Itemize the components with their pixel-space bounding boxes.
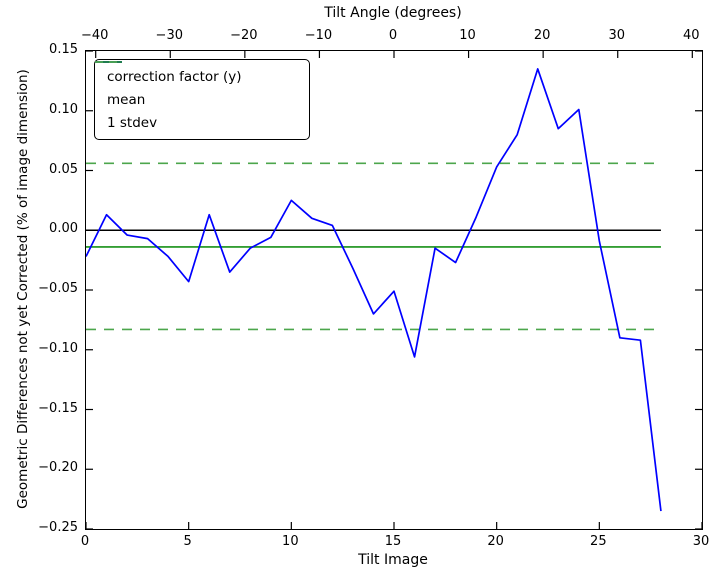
legend-label: 1 stdev (107, 114, 158, 131)
legend-dashed-line-icon (95, 61, 122, 63)
x-tick-label: 10 (282, 534, 299, 549)
top-tick-label: 30 (608, 28, 625, 43)
y-tick-label: −0.05 (38, 281, 78, 296)
x-tick-label: 30 (692, 534, 710, 549)
top-tick-label: −20 (230, 28, 258, 43)
y-tick-label: −0.10 (38, 340, 78, 356)
top-tick-label: 20 (533, 28, 551, 43)
legend: correction factor (y) mean 1 stdev (94, 59, 310, 140)
top-tick-label: 40 (683, 28, 700, 43)
x-tick-label: 0 (80, 534, 90, 549)
legend-label: correction factor (y) (107, 68, 242, 85)
y-tick-label: −0.15 (38, 400, 78, 416)
top-axis-title: Tilt Angle (degrees) (324, 5, 462, 21)
x-tick-label: 20 (487, 534, 504, 549)
top-tick-label: −30 (155, 28, 183, 43)
y-tick-label: 0.05 (49, 161, 78, 177)
chart-svg (86, 51, 702, 529)
legend-item-correction-factor: correction factor (y) (95, 61, 303, 88)
top-tick-label: 10 (459, 28, 476, 43)
y-tick-label: −0.25 (38, 520, 78, 535)
y-tick-label: 0.10 (49, 101, 78, 117)
x-tick-label: 25 (590, 534, 607, 549)
x-tick-label: 15 (384, 534, 402, 549)
legend-item-stdev: 1 stdev (95, 61, 303, 134)
correction-factor-line (86, 68, 662, 512)
top-tick-label: −40 (80, 28, 109, 43)
legend-label: mean (107, 91, 146, 108)
top-tick-label: −10 (304, 28, 333, 43)
x-tick-label: 5 (183, 534, 192, 549)
y-tick-label: −0.20 (38, 460, 78, 476)
top-tick-label: 0 (388, 28, 398, 43)
legend-item-mean: mean (95, 61, 303, 111)
x-axis-label: Tilt Image (358, 552, 428, 568)
y-tick-label: 0.00 (49, 221, 78, 237)
y-tick-label: 0.15 (49, 42, 78, 57)
plot-area: correction factor (y) mean 1 stdev (85, 50, 703, 530)
